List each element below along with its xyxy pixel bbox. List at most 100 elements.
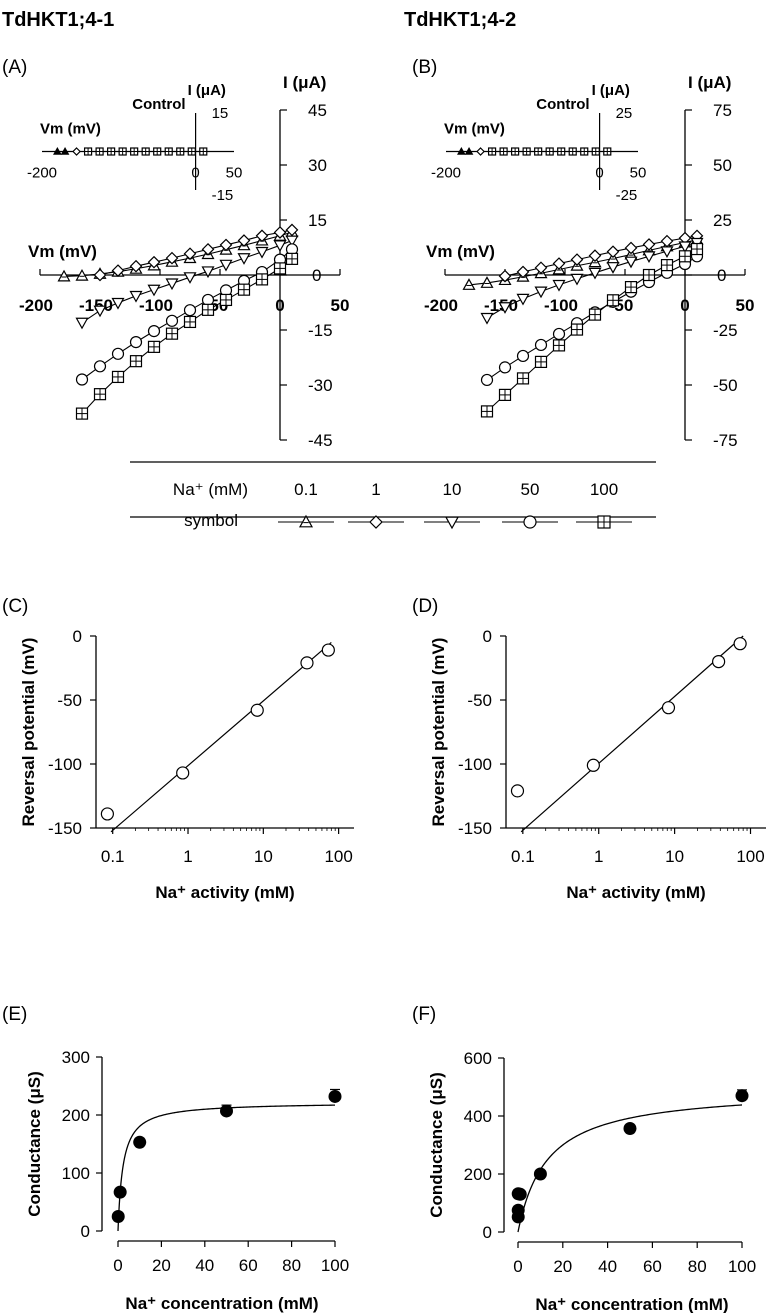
data-point-triangle-down (660, 246, 674, 258)
data-point-filled-circle (735, 1089, 749, 1103)
inset-x-tick-label: 0 (595, 165, 603, 182)
data-point-diamond (201, 242, 215, 256)
y-tick-label: 75 (713, 101, 732, 120)
data-point-boxed-plus (690, 242, 704, 256)
data-point-triangle-down (606, 262, 620, 274)
data-point-circle (100, 807, 114, 821)
legend-symbol-boxed-plus (597, 515, 611, 529)
data-point-triangle-up-shape (75, 268, 89, 281)
data-point-diamond (93, 268, 107, 282)
x-tick-label: 0.1 (101, 847, 125, 866)
data-point-diamond (273, 226, 287, 239)
data-point-boxed-plus (273, 262, 287, 275)
y-tick-label: 0 (483, 1223, 492, 1242)
data-point-diamond (534, 261, 548, 275)
inset-data-point (568, 147, 577, 156)
y-tick-label: 200 (464, 1165, 492, 1184)
data-point-triangle-up-shape (57, 269, 71, 282)
x-tick-label: 100 (736, 847, 764, 866)
y-tick-label: -30 (308, 376, 333, 395)
data-point-boxed-plus (660, 259, 674, 272)
x-tick-label: -150 (79, 296, 113, 315)
inset-data-point (53, 146, 62, 155)
x-tick-label: 1 (594, 847, 603, 866)
data-point-boxed-plus (255, 273, 269, 286)
data-point-circle (129, 336, 143, 349)
inset-data-point (511, 147, 520, 156)
panel-d-label: (D) (412, 596, 438, 617)
data-point-diamond (498, 269, 512, 283)
legend-symbol-diamond (369, 515, 383, 529)
data-point-boxed-plus (642, 268, 656, 282)
data-point-boxed-plus (219, 293, 233, 307)
data-point-circle (516, 349, 530, 363)
y-axis-title: I (μA) (688, 73, 731, 92)
data-point-diamond (255, 229, 269, 243)
y-tick-label: 0 (73, 627, 82, 646)
data-point-diamond (237, 234, 251, 247)
inset-y-tick-label: -15 (212, 187, 234, 204)
data-point-triangle-up (57, 269, 71, 282)
x-tick-label: -100 (544, 296, 578, 315)
inset-data-point (457, 146, 466, 155)
y-axis-title: Reversal potential (mV) (19, 638, 38, 827)
inset-data-point (476, 147, 485, 156)
data-point-boxed-plus (552, 339, 566, 352)
data-point-diamond (642, 238, 656, 251)
data-point-boxed-plus (201, 303, 215, 316)
inset-x-axis-title: Vm (mV) (444, 121, 505, 138)
data-point-circle (176, 766, 190, 780)
data-point-boxed-plus (93, 388, 107, 401)
data-point-triangle-down (255, 246, 269, 259)
inset-data-point (176, 147, 185, 156)
data-point-circle (586, 758, 600, 772)
inset-x-tick-label: 0 (191, 165, 199, 182)
data-point-diamond (285, 223, 299, 237)
data-point-circle (93, 360, 107, 373)
data-point-circle (733, 637, 747, 651)
legend-conc-50: 50 (521, 480, 540, 499)
y-tick-label: 45 (308, 101, 327, 120)
panel-e-conductance-chart: (E) 0 100 200 300 0 20 40 60 80 100 Conductance (μS… (2, 1004, 349, 1313)
legend-conc-1: 1 (371, 480, 380, 499)
data-point-triangle-down (219, 259, 233, 272)
data-point-triangle-down (237, 253, 251, 265)
data-point-circle (147, 325, 161, 338)
data-point-diamond (147, 255, 161, 269)
data-point-circle (111, 347, 125, 360)
data-point-triangle-down (129, 290, 143, 303)
x-tick-label: 0 (275, 296, 284, 315)
legend-table: Na⁺ (mM) symbol 0.1 1 10 50 100 (130, 461, 656, 530)
data-point-triangle-down (165, 278, 179, 291)
data-point-boxed-plus (237, 283, 251, 296)
x-tick-label: 50 (736, 296, 755, 315)
panel-a-label: (A) (2, 57, 27, 78)
data-point-boxed-plus (75, 407, 89, 420)
data-point-boxed-plus (165, 327, 179, 340)
y-tick-label: 300 (62, 1048, 90, 1067)
legend-symbol-label: symbol (184, 511, 238, 530)
y-tick-label: -75 (713, 431, 738, 450)
inset-y-tick-label: 15 (212, 105, 229, 122)
inset-data-point (153, 147, 162, 156)
data-point-filled-circle (623, 1121, 637, 1135)
data-point-triangle-down (552, 279, 566, 292)
data-point-boxed-plus (147, 340, 161, 353)
legend-symbols (278, 514, 632, 530)
x-tick-label: 100 (321, 1256, 349, 1275)
inset-data-point (107, 147, 116, 156)
y-tick-label: -150 (48, 819, 82, 838)
data-point-triangle-down (93, 305, 107, 318)
legend-concentration-label: Na⁺ (mM) (173, 480, 248, 499)
data-point-triangle-down (678, 241, 692, 254)
inset-x-tick-label: 50 (226, 165, 243, 182)
fit-curve (117, 1104, 336, 1232)
data-point-boxed-plus (534, 355, 548, 368)
y-tick-label: -150 (458, 819, 492, 838)
y-tick-label: 200 (62, 1106, 90, 1125)
x-tick-label: 20 (553, 1257, 572, 1276)
data-point-triangle-down (516, 293, 530, 306)
